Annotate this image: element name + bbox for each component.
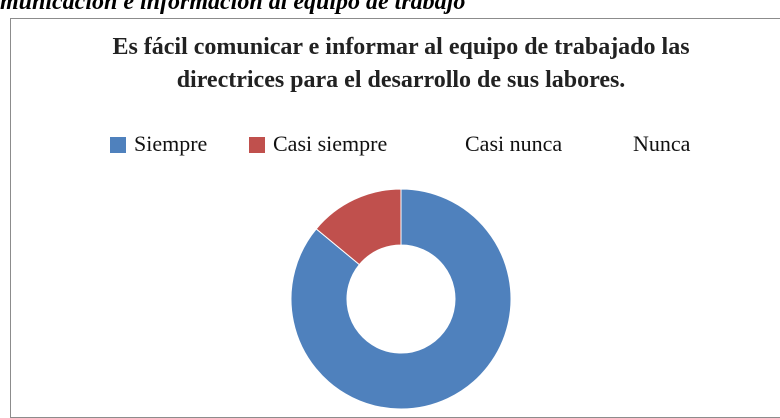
chart-title: Es fácil comunicar e informar al equipo …: [112, 34, 690, 93]
legend-swatch: [249, 137, 265, 153]
doughnut-slice: [315, 188, 402, 266]
legend-swatch: [110, 137, 126, 153]
legend-label: Casi nunca: [465, 131, 562, 156]
legend-label: Siempre: [134, 131, 207, 156]
legend-label: Casi siempre: [273, 131, 387, 156]
doughnut-slice: [290, 188, 512, 410]
legend-label: Nunca: [633, 131, 691, 156]
page-header: municación e información al equipo de tr…: [0, 0, 466, 15]
